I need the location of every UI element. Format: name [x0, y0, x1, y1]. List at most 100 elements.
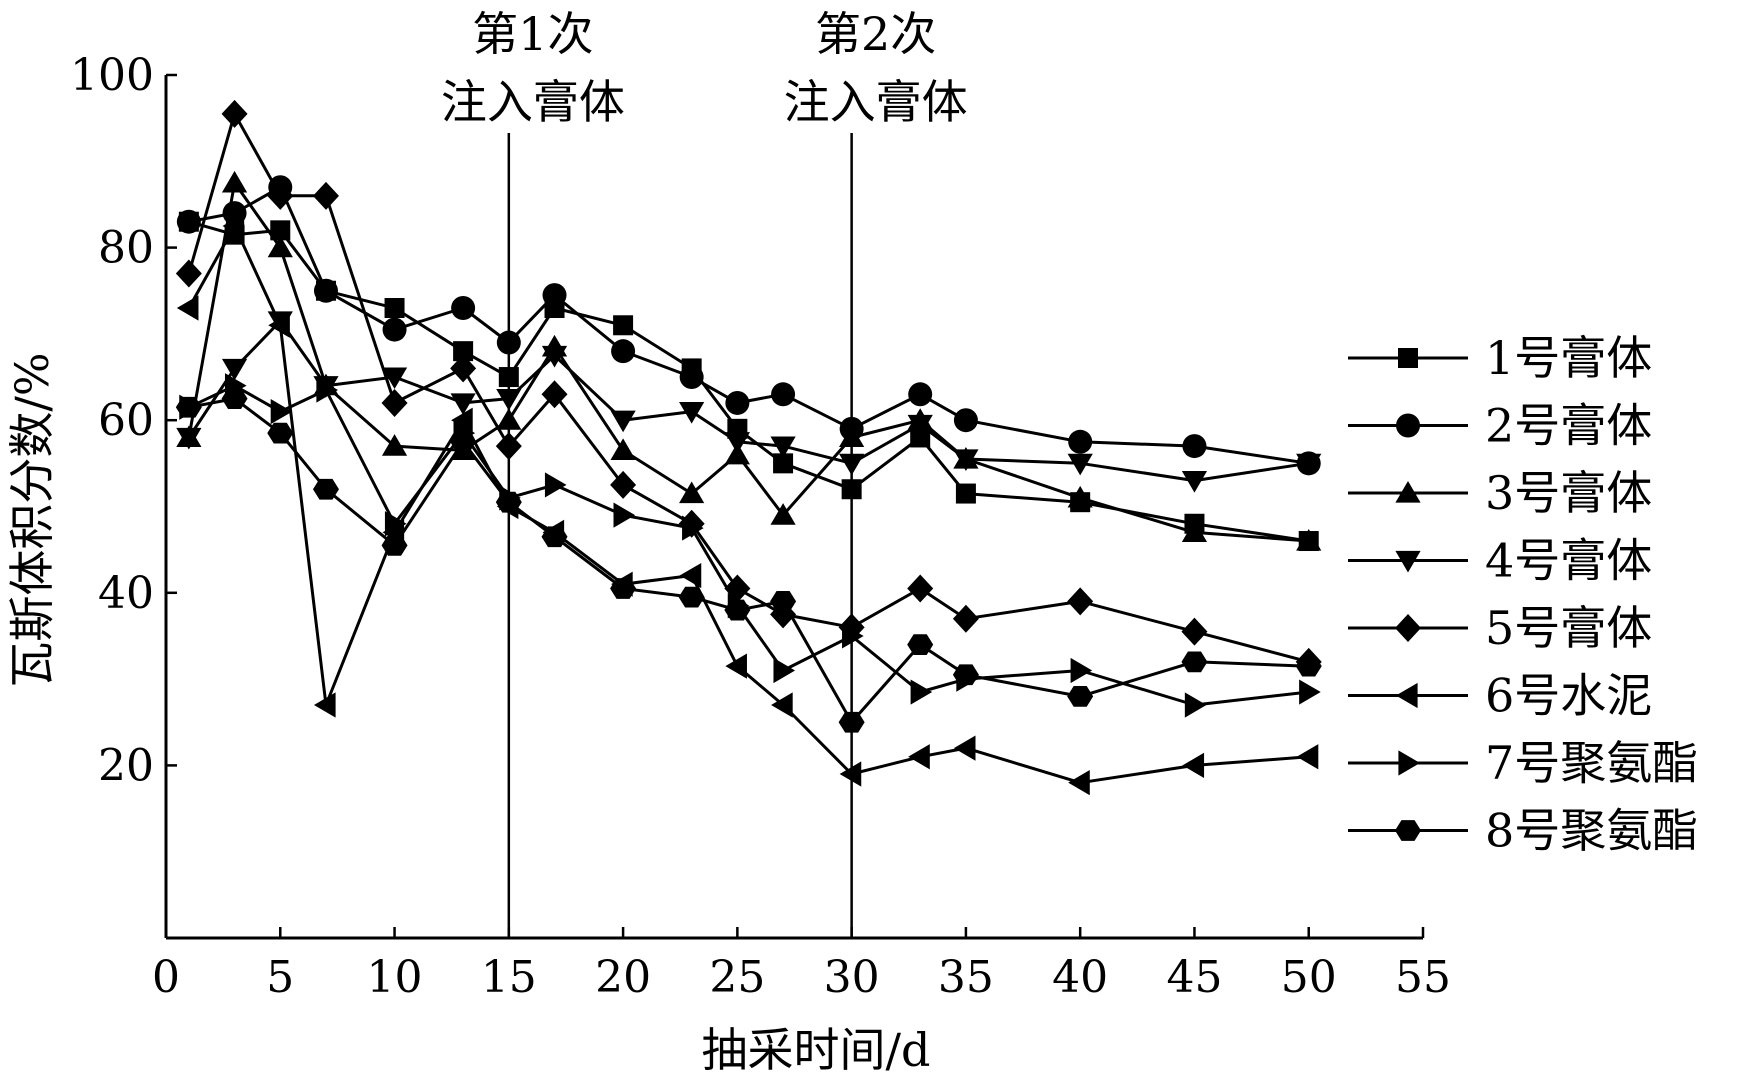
- legend-marker: [1398, 750, 1420, 776]
- legend-item: 8号聚氨酯: [1348, 804, 1698, 858]
- data-point: [610, 578, 637, 599]
- data-point: [724, 432, 750, 454]
- injection-marker-label-line1: 第2次: [815, 7, 936, 61]
- data-point: [953, 408, 978, 433]
- data-point: [1067, 587, 1094, 616]
- data-point: [270, 398, 293, 425]
- data-point: [1182, 434, 1207, 459]
- legend-label: 4号膏体: [1485, 534, 1652, 588]
- legend-item: 2号膏体: [1348, 399, 1652, 453]
- data-point: [1295, 655, 1322, 677]
- data-point: [451, 296, 476, 321]
- data-point: [679, 562, 702, 589]
- data-point: [453, 341, 474, 362]
- series-4: [176, 311, 1322, 493]
- data-point: [1181, 617, 1208, 646]
- data-point: [679, 365, 704, 390]
- data-point: [450, 393, 476, 415]
- data-point: [1299, 679, 1321, 705]
- x-tick-label: 10: [367, 952, 423, 1003]
- legend-label: 7号聚氨酯: [1485, 736, 1698, 790]
- y-tick-label: 60: [98, 395, 154, 446]
- data-point: [610, 438, 636, 461]
- data-point: [541, 526, 568, 548]
- data-point: [1181, 651, 1208, 673]
- data-point: [770, 591, 797, 612]
- data-point: [1067, 685, 1094, 707]
- data-point: [611, 339, 636, 364]
- data-point: [222, 213, 245, 239]
- legend-item: 7号聚氨酯: [1348, 736, 1698, 790]
- data-point: [908, 744, 930, 770]
- data-point: [1068, 429, 1093, 454]
- data-point: [613, 502, 636, 528]
- data-point: [773, 453, 794, 474]
- data-point: [910, 427, 931, 448]
- data-point: [451, 407, 473, 433]
- data-point: [1070, 657, 1093, 684]
- data-point: [176, 295, 199, 321]
- data-point: [1181, 520, 1208, 542]
- legend-label: 3号膏体: [1485, 466, 1652, 520]
- data-point: [312, 478, 339, 500]
- data-point: [679, 481, 705, 504]
- axes: 0 5 10 15 20 25 30 35 40 45 50 55 20 40 60 80 100: [70, 50, 1451, 1003]
- x-tick-label: 55: [1395, 952, 1451, 1003]
- data-point: [907, 414, 933, 437]
- data-point: [221, 388, 248, 410]
- legend-item: 4号膏体: [1348, 534, 1652, 588]
- legend-item: 6号水泥: [1348, 669, 1652, 723]
- data-point: [1182, 752, 1205, 778]
- data-point: [175, 396, 202, 418]
- data-point: [610, 410, 636, 433]
- data-point: [541, 380, 568, 409]
- data-point: [908, 382, 933, 407]
- data-point: [382, 317, 407, 342]
- data-point: [1067, 453, 1093, 476]
- x-tick-label: 5: [266, 952, 294, 1003]
- data-point: [267, 181, 294, 210]
- data-point: [841, 479, 862, 500]
- data-point: [542, 283, 567, 308]
- data-point: [955, 483, 976, 504]
- series-line: [188, 220, 1309, 543]
- data-point: [839, 425, 865, 448]
- data-point: [221, 99, 248, 128]
- legend-marker: [1396, 682, 1418, 709]
- data-point: [381, 388, 408, 417]
- data-point: [221, 358, 248, 381]
- data-point: [176, 427, 202, 450]
- data-point: [678, 586, 705, 608]
- data-point: [907, 634, 934, 655]
- data-point: [313, 692, 336, 718]
- data-point: [316, 377, 338, 403]
- series-line: [187, 112, 1310, 664]
- series-3: [176, 170, 1322, 551]
- data-point: [541, 345, 568, 368]
- legend-label: 5号膏体: [1485, 601, 1652, 655]
- data-point: [725, 653, 747, 679]
- data-point: [770, 503, 796, 525]
- data-point: [773, 657, 796, 684]
- data-point: [268, 312, 290, 338]
- legend-marker: [1396, 413, 1420, 438]
- data-point: [679, 401, 705, 424]
- data-point: [267, 422, 294, 444]
- y-tick-label: 20: [98, 740, 154, 791]
- y-tick-label: 80: [98, 223, 154, 274]
- x-axis-title: 抽采时间/d: [702, 1023, 931, 1077]
- legend-marker: [1395, 614, 1421, 642]
- x-tick-label: 40: [1052, 952, 1108, 1003]
- legend-marker: [1395, 820, 1421, 841]
- series-line: [187, 224, 1309, 785]
- legend-item: 3号膏体: [1348, 466, 1652, 520]
- series-line: [187, 181, 1309, 543]
- data-point: [312, 181, 339, 210]
- series-line: [188, 397, 1309, 724]
- data-point: [839, 453, 865, 476]
- injection-marker-label-line2: 注入膏体: [441, 75, 625, 129]
- data-point: [450, 431, 477, 453]
- data-point: [1067, 485, 1093, 508]
- data-point: [176, 209, 201, 234]
- injection-marker-label-line1: 第1次: [472, 7, 593, 61]
